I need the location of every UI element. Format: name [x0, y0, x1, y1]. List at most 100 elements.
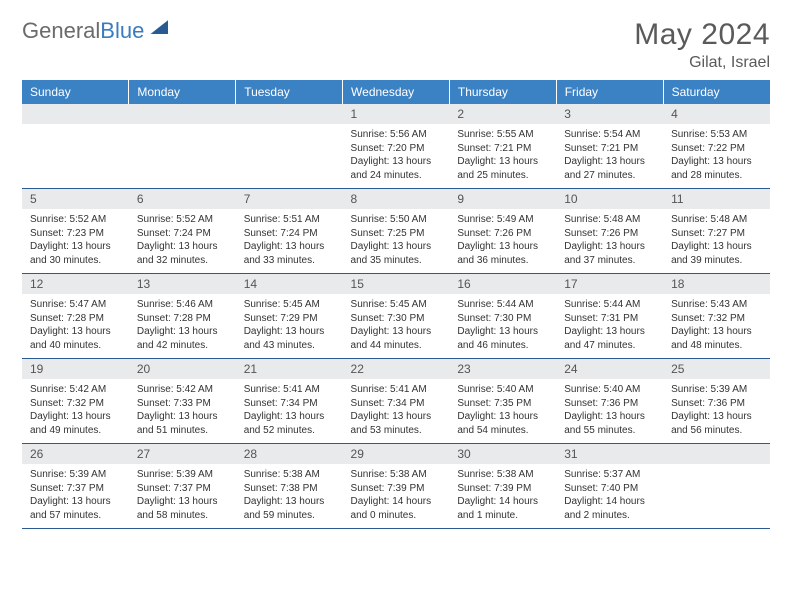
- day-number: 12: [22, 274, 129, 294]
- day-detail-line: Sunrise: 5:37 AM: [564, 468, 655, 482]
- day-detail-line: Daylight: 13 hours: [457, 155, 548, 169]
- day-detail-line: Sunset: 7:38 PM: [244, 482, 335, 496]
- day-detail-line: Daylight: 13 hours: [457, 410, 548, 424]
- day-detail-line: Sunset: 7:21 PM: [457, 142, 548, 156]
- day-detail-line: Sunset: 7:37 PM: [137, 482, 228, 496]
- day-detail-line: and 57 minutes.: [30, 509, 121, 523]
- day-detail-line: and 59 minutes.: [244, 509, 335, 523]
- day-detail-line: Sunrise: 5:42 AM: [30, 383, 121, 397]
- day-detail-line: Sunset: 7:32 PM: [30, 397, 121, 411]
- day-detail-line: and 53 minutes.: [351, 424, 442, 438]
- day-details: Sunrise: 5:55 AMSunset: 7:21 PMDaylight:…: [449, 124, 556, 188]
- calendar-body: 1Sunrise: 5:56 AMSunset: 7:20 PMDaylight…: [22, 104, 770, 529]
- day-number: 25: [663, 359, 770, 379]
- day-detail-line: Daylight: 13 hours: [30, 495, 121, 509]
- week-row: 19Sunrise: 5:42 AMSunset: 7:32 PMDayligh…: [22, 359, 770, 444]
- day-detail-line: Sunset: 7:30 PM: [457, 312, 548, 326]
- day-detail-line: Sunset: 7:39 PM: [351, 482, 442, 496]
- day-detail-line: Sunset: 7:31 PM: [564, 312, 655, 326]
- day-details: Sunrise: 5:48 AMSunset: 7:26 PMDaylight:…: [556, 209, 663, 273]
- day-detail-line: Daylight: 13 hours: [137, 240, 228, 254]
- day-number: 8: [343, 189, 450, 209]
- day-detail-line: Sunset: 7:24 PM: [244, 227, 335, 241]
- day-detail-line: Sunset: 7:23 PM: [30, 227, 121, 241]
- day-details: Sunrise: 5:46 AMSunset: 7:28 PMDaylight:…: [129, 294, 236, 358]
- day-detail-line: Sunrise: 5:38 AM: [244, 468, 335, 482]
- day-detail-line: Sunset: 7:27 PM: [671, 227, 762, 241]
- day-detail-line: and 46 minutes.: [457, 339, 548, 353]
- day-cell: 21Sunrise: 5:41 AMSunset: 7:34 PMDayligh…: [236, 359, 343, 444]
- day-detail-line: Daylight: 13 hours: [137, 495, 228, 509]
- day-details: Sunrise: 5:53 AMSunset: 7:22 PMDaylight:…: [663, 124, 770, 188]
- day-details: Sunrise: 5:49 AMSunset: 7:26 PMDaylight:…: [449, 209, 556, 273]
- week-row: 12 Sunrise: 5:47 AM Sunset: 7:28 PM Dayligh…: [22, 274, 770, 359]
- day-cell: [236, 104, 343, 189]
- day-detail-line: Sunset: 7:34 PM: [244, 397, 335, 411]
- day-details: Sunrise: 5:37 AMSunset: 7:40 PMDaylight:…: [556, 464, 663, 528]
- day-cell: 12Sunrise: 5:47 AMSunset: 7:28 PMDayligh…: [22, 274, 129, 359]
- day-number: 4: [663, 104, 770, 124]
- day-cell: 3Sunrise: 5:54 AMSunset: 7:21 PMDaylight…: [556, 104, 663, 189]
- day-details: Sunrise: 5:45 AMSunset: 7:30 PMDaylight:…: [343, 294, 450, 358]
- day-number: 22: [343, 359, 450, 379]
- day-details: Sunrise: 5:40 AMSunset: 7:36 PMDaylight:…: [556, 379, 663, 443]
- day-number: 20: [129, 359, 236, 379]
- day-detail-line: and 37 minutes.: [564, 254, 655, 268]
- day-detail-line: Sunset: 7:29 PM: [244, 312, 335, 326]
- day-detail-line: Daylight: 13 hours: [351, 155, 442, 169]
- day-detail-line: Daylight: 13 hours: [244, 495, 335, 509]
- day-detail-line: Sunrise: 5:41 AM: [244, 383, 335, 397]
- day-detail-line: Daylight: 13 hours: [30, 325, 121, 339]
- day-details: Sunrise: 5:48 AMSunset: 7:27 PMDaylight:…: [663, 209, 770, 273]
- day-number: 2: [449, 104, 556, 124]
- day-detail-line: and 44 minutes.: [351, 339, 442, 353]
- day-cell: 8Sunrise: 5:50 AMSunset: 7:25 PMDaylight…: [343, 189, 450, 274]
- day-detail-line: Daylight: 13 hours: [671, 155, 762, 169]
- day-detail-line: Sunset: 7:33 PM: [137, 397, 228, 411]
- month-title: May 2024: [634, 18, 770, 52]
- day-detail-line: Sunset: 7:26 PM: [457, 227, 548, 241]
- day-detail-line: Daylight: 13 hours: [457, 325, 548, 339]
- day-detail-line: and 36 minutes.: [457, 254, 548, 268]
- day-details: [663, 464, 770, 522]
- day-detail-line: Daylight: 13 hours: [30, 410, 121, 424]
- week-row: 5 Sunrise: 5:52 AMSunset: 7:23 PM Daylight…: [22, 189, 770, 274]
- day-cell: 17Sunrise: 5:44 AMSunset: 7:31 PMDayligh…: [556, 274, 663, 359]
- day-detail-line: Sunset: 7:30 PM: [351, 312, 442, 326]
- day-cell: 5Sunrise: 5:52 AMSunset: 7:23 PMDaylight…: [22, 189, 129, 274]
- day-detail-line: Sunrise: 5:40 AM: [564, 383, 655, 397]
- day-cell: 29Sunrise: 5:38 AMSunset: 7:39 PMDayligh…: [343, 444, 450, 529]
- day-detail-line: Daylight: 13 hours: [244, 410, 335, 424]
- day-detail-line: and 47 minutes.: [564, 339, 655, 353]
- day-detail-line: Sunrise: 5:44 AM: [564, 298, 655, 312]
- day-details: Sunrise: 5:51 AMSunset: 7:24 PMDaylight:…: [236, 209, 343, 273]
- day-detail-line: and 56 minutes.: [671, 424, 762, 438]
- day-cell: 24Sunrise: 5:40 AMSunset: 7:36 PMDayligh…: [556, 359, 663, 444]
- day-details: Sunrise: 5:54 AMSunset: 7:21 PMDaylight:…: [556, 124, 663, 188]
- day-detail-line: Sunrise: 5:52 AM: [30, 213, 121, 227]
- day-cell: 6Sunrise: 5:52 AMSunset: 7:24 PMDaylight…: [129, 189, 236, 274]
- day-cell: 26Sunrise: 5:39 AMSunset: 7:37 PMDayligh…: [22, 444, 129, 529]
- logo-part2: Blue: [100, 18, 144, 43]
- day-cell: 1Sunrise: 5:56 AMSunset: 7:20 PMDaylight…: [343, 104, 450, 189]
- day-detail-line: Daylight: 13 hours: [457, 240, 548, 254]
- day-detail-line: and 39 minutes.: [671, 254, 762, 268]
- dow-tuesday: Tuesday: [236, 80, 343, 104]
- day-detail-line: Sunset: 7:36 PM: [564, 397, 655, 411]
- day-number: 30: [449, 444, 556, 464]
- day-details: Sunrise: 5:38 AMSunset: 7:39 PMDaylight:…: [343, 464, 450, 528]
- day-number: 5: [22, 189, 129, 209]
- day-cell: 22Sunrise: 5:41 AMSunset: 7:34 PMDayligh…: [343, 359, 450, 444]
- day-details: Sunrise: 5:56 AMSunset: 7:20 PMDaylight:…: [343, 124, 450, 188]
- day-cell: 9Sunrise: 5:49 AMSunset: 7:26 PMDaylight…: [449, 189, 556, 274]
- day-number: 31: [556, 444, 663, 464]
- day-detail-line: Sunset: 7:26 PM: [564, 227, 655, 241]
- day-detail-line: Sunrise: 5:41 AM: [351, 383, 442, 397]
- calendar-table: Sunday Monday Tuesday Wednesday Thursday…: [22, 80, 770, 529]
- day-detail-line: Sunrise: 5:51 AM: [244, 213, 335, 227]
- location-label: Gilat, Israel: [634, 54, 770, 72]
- day-detail-line: Daylight: 13 hours: [564, 155, 655, 169]
- day-detail-line: Sunset: 7:28 PM: [137, 312, 228, 326]
- calendar-page: GeneralBlue May 2024 Gilat, Israel Sunda…: [0, 0, 792, 547]
- day-detail-line: Sunrise: 5:47 AM: [30, 298, 121, 312]
